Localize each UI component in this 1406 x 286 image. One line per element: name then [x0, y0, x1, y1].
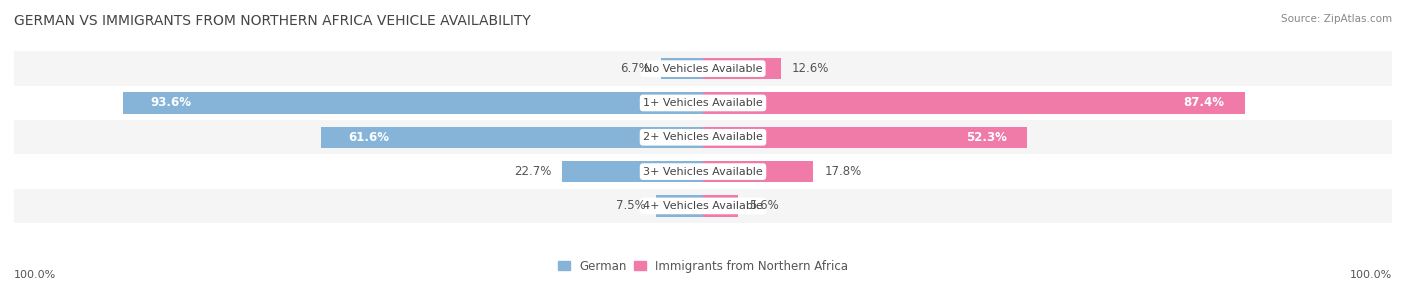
Bar: [14, 86, 1392, 120]
Bar: [562, 161, 703, 182]
Text: 1+ Vehicles Available: 1+ Vehicles Available: [643, 98, 763, 108]
Text: No Vehicles Available: No Vehicles Available: [644, 64, 762, 74]
Bar: [661, 58, 703, 79]
Bar: [703, 161, 813, 182]
Bar: [703, 92, 1244, 114]
Text: 6.7%: 6.7%: [620, 62, 651, 75]
Bar: [321, 127, 703, 148]
Text: 52.3%: 52.3%: [966, 131, 1007, 144]
Text: 7.5%: 7.5%: [616, 199, 645, 212]
Text: 5.6%: 5.6%: [749, 199, 779, 212]
Text: 17.8%: 17.8%: [824, 165, 862, 178]
Text: 12.6%: 12.6%: [792, 62, 830, 75]
Bar: [14, 189, 1392, 223]
Text: 61.6%: 61.6%: [349, 131, 389, 144]
Bar: [703, 58, 782, 79]
Bar: [14, 154, 1392, 189]
Bar: [703, 195, 738, 217]
Text: 2+ Vehicles Available: 2+ Vehicles Available: [643, 132, 763, 142]
Text: 3+ Vehicles Available: 3+ Vehicles Available: [643, 167, 763, 176]
Legend: German, Immigrants from Northern Africa: German, Immigrants from Northern Africa: [554, 255, 852, 277]
Bar: [14, 51, 1392, 86]
Text: Source: ZipAtlas.com: Source: ZipAtlas.com: [1281, 14, 1392, 24]
Text: 22.7%: 22.7%: [513, 165, 551, 178]
Text: GERMAN VS IMMIGRANTS FROM NORTHERN AFRICA VEHICLE AVAILABILITY: GERMAN VS IMMIGRANTS FROM NORTHERN AFRIC…: [14, 14, 531, 28]
Bar: [657, 195, 703, 217]
Bar: [14, 120, 1392, 154]
Text: 100.0%: 100.0%: [14, 270, 56, 280]
Text: 100.0%: 100.0%: [1350, 270, 1392, 280]
Text: 87.4%: 87.4%: [1184, 96, 1225, 110]
Text: 4+ Vehicles Available: 4+ Vehicles Available: [643, 201, 763, 211]
Text: 93.6%: 93.6%: [150, 96, 191, 110]
Bar: [122, 92, 703, 114]
Bar: [703, 127, 1028, 148]
